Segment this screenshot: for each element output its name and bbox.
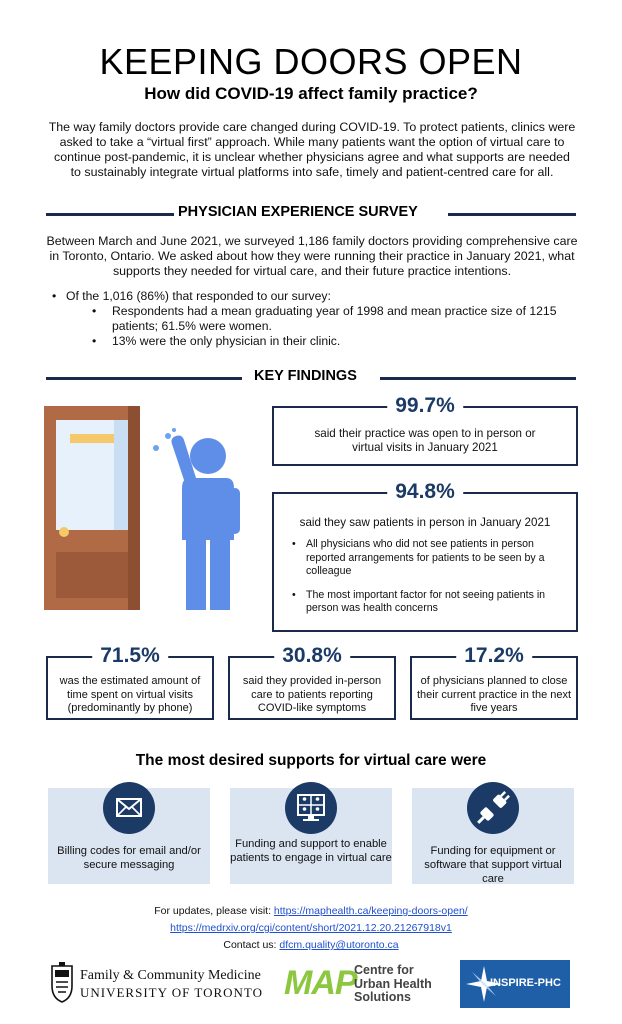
footer-contact-line: Contact us: dfcm.quality@utoronto.ca: [0, 939, 622, 951]
survey-bullets: Of the 1,016 (86%) that responded to our…: [52, 289, 592, 349]
survey-section-heading: PHYSICIAN EXPERIENCE SURVEY: [46, 204, 576, 224]
uoft-dept-name: Family & Community Medicine: [80, 968, 261, 983]
plug-icon: [477, 791, 510, 824]
uoft-logo: Family & Community Medicine UNIVERSITY O…: [50, 962, 270, 1006]
updates-label: For updates, please visit:: [154, 905, 271, 917]
support-text: Funding for equipment or software that s…: [424, 845, 562, 885]
heading-rule-left: [46, 377, 242, 380]
stat-value: 71.5%: [92, 644, 168, 668]
stat-description: said they saw patients in person in Janu…: [299, 516, 551, 529]
video-call-icon-circle: [285, 782, 337, 834]
support-card-billing-codes: Billing codes for email and/or secure me…: [48, 782, 210, 884]
sub-bullet-solo-physician: 13% were the only physician in their cli…: [92, 334, 592, 349]
door-knob-icon: [59, 527, 69, 537]
stat-description: said their practice was open to in perso…: [314, 427, 536, 454]
support-card-patient-engagement: Funding and support to enable patients t…: [230, 782, 392, 884]
sub-bullet-demographics: Respondents had a mean graduating year o…: [92, 304, 592, 334]
envelope-icon: [116, 798, 142, 817]
contact-email-link[interactable]: dfcm.quality@utoronto.ca: [279, 939, 399, 951]
bullet-health-concerns: • The most important factor for not seei…: [292, 588, 546, 615]
map-logo-text: Centre for Urban Health Solutions: [354, 963, 432, 1004]
page-subtitle: How did COVID-19 affect family practice?: [144, 84, 478, 103]
stat-card-covid-symptoms: 30.8% said they provided in-person care …: [228, 644, 396, 720]
stat-description: was the estimated amount of time spent o…: [59, 675, 201, 714]
stat-card-closing-practice: 17.2% of physicians planned to close the…: [410, 644, 578, 720]
envelope-icon-circle: [103, 782, 155, 834]
stat-value: 30.8%: [274, 644, 350, 668]
supports-heading: The most desired supports for virtual ca…: [135, 752, 487, 769]
stat-card-virtual-time: 71.5% was the estimated amount of time s…: [46, 644, 214, 720]
stat-card-in-person: 94.8% said they saw patients in person i…: [272, 480, 578, 632]
video-call-icon: [297, 794, 325, 821]
uoft-university-name: UNIVERSITY OF TORONTO: [80, 985, 264, 1000]
person-icon: [171, 435, 240, 610]
bullet-respondents: Of the 1,016 (86%) that responded to our…: [52, 289, 592, 304]
stat-value: 94.8%: [387, 480, 463, 504]
stat-description: of physicians planned to close their cur…: [416, 675, 572, 714]
footer-preprint-line: https://medrxiv.org/cgi/content/short/20…: [0, 922, 622, 934]
intro-paragraph: The way family doctors provide care chan…: [48, 120, 576, 179]
heading-rule-right: [448, 213, 576, 216]
inspire-phc-logo: INSPIRE-PHC: [460, 960, 570, 1008]
heading-rule-left: [46, 213, 174, 216]
stat-value: 99.7%: [387, 394, 463, 418]
crest-icon: [51, 962, 73, 1003]
bullet-colleague-arrangement: • All physicians who did not see patient…: [292, 538, 545, 577]
footer-updates-line: For updates, please visit: https://maphe…: [0, 905, 622, 917]
survey-paragraph: Between March and June 2021, we surveyed…: [46, 234, 578, 278]
door-person-illustration: [44, 406, 240, 610]
map-logo-mark: MAP: [284, 964, 358, 1002]
findings-section-heading: KEY FINDINGS: [46, 368, 576, 388]
preprint-link[interactable]: https://medrxiv.org/cgi/content/short/20…: [170, 922, 452, 934]
plug-icon-circle: [467, 782, 519, 834]
map-logo: MAP Centre for Urban Health Solutions: [284, 962, 444, 1008]
page-title: KEEPING DOORS OPEN: [99, 41, 523, 82]
project-link[interactable]: https://maphealth.ca/keeping-doors-open/: [273, 905, 468, 917]
stat-card-open-practice: 99.7% said their practice was open to in…: [272, 394, 578, 466]
inspire-phc-text: INSPIRE-PHC: [490, 977, 561, 989]
stat-bullets: • All physicians who did not see patient…: [292, 538, 562, 616]
support-text: Funding and support to enable patients t…: [230, 838, 392, 864]
findings-heading-label: KEY FINDINGS: [254, 368, 357, 384]
support-text: Billing codes for email and/or secure me…: [57, 845, 201, 871]
compass-star-icon: [466, 966, 502, 1002]
survey-heading-label: PHYSICIAN EXPERIENCE SURVEY: [178, 204, 418, 220]
stat-description: said they provided in-person care to pat…: [242, 675, 382, 714]
heading-rule-right: [380, 377, 576, 380]
support-card-equipment-funding: Funding for equipment or software that s…: [412, 782, 574, 885]
contact-label: Contact us:: [223, 939, 277, 951]
stat-value: 17.2%: [456, 644, 532, 668]
